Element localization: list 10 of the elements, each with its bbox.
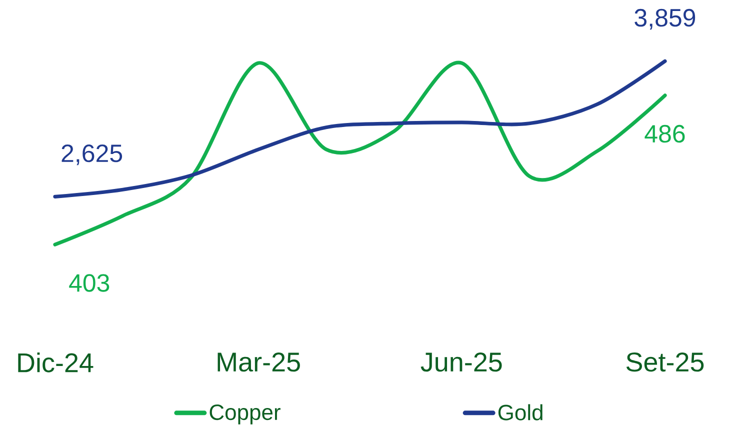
- data-label: 3,859: [634, 8, 696, 30]
- data-label: 2,625: [62, 144, 122, 166]
- data-label: 403: [69, 274, 110, 292]
- x-tick-label: Set-25: [626, 352, 704, 372]
- data-label: 486: [644, 124, 685, 143]
- legend-label: Copper: [210, 404, 280, 424]
- x-tick-label: Dic-24: [18, 352, 94, 372]
- x-tick-label: Jun-25: [420, 352, 502, 372]
- x-tick-label: Mar-25: [218, 352, 300, 372]
- legend-label: Gold: [498, 404, 542, 420]
